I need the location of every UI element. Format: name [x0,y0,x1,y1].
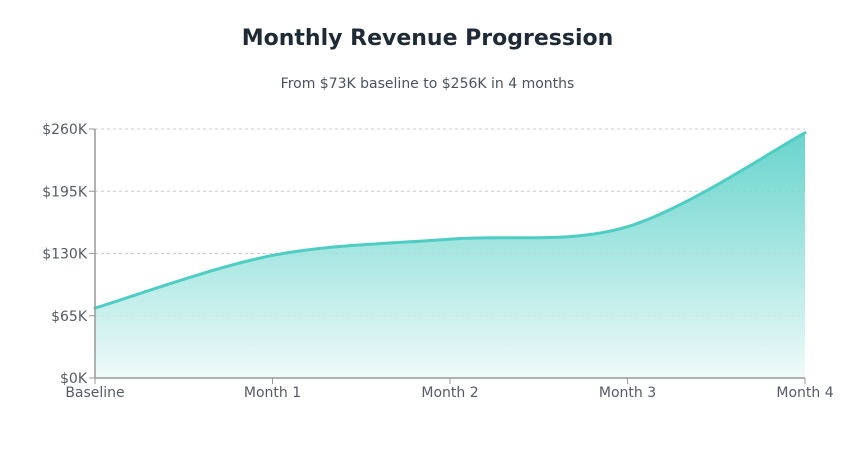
x-tick-label: Month 3 [599,385,656,401]
y-tick-label: $260K [42,122,88,138]
y-tick-label: $195K [42,184,88,200]
series-line [93,131,807,310]
x-tick-label: Baseline [65,385,124,401]
y-tick-label: $0K [60,371,88,387]
axes [89,128,806,384]
chart-title: Monthly Revenue Progression [241,26,614,51]
chart-subtitle: From $73K baseline to $256K in 4 months [280,76,575,92]
x-tick-label: Month 1 [244,385,301,401]
area-series [93,131,807,378]
tick-labels: $0K $65K $130K $195K $260K Baseline Month 1 Mon… [42,122,834,401]
y-tick-label: $130K [42,247,88,263]
x-tick-label: Month 4 [776,385,833,401]
y-tick-label: $65K [51,309,88,325]
x-tick-label: Month 2 [421,385,478,401]
area-fill [95,132,805,378]
